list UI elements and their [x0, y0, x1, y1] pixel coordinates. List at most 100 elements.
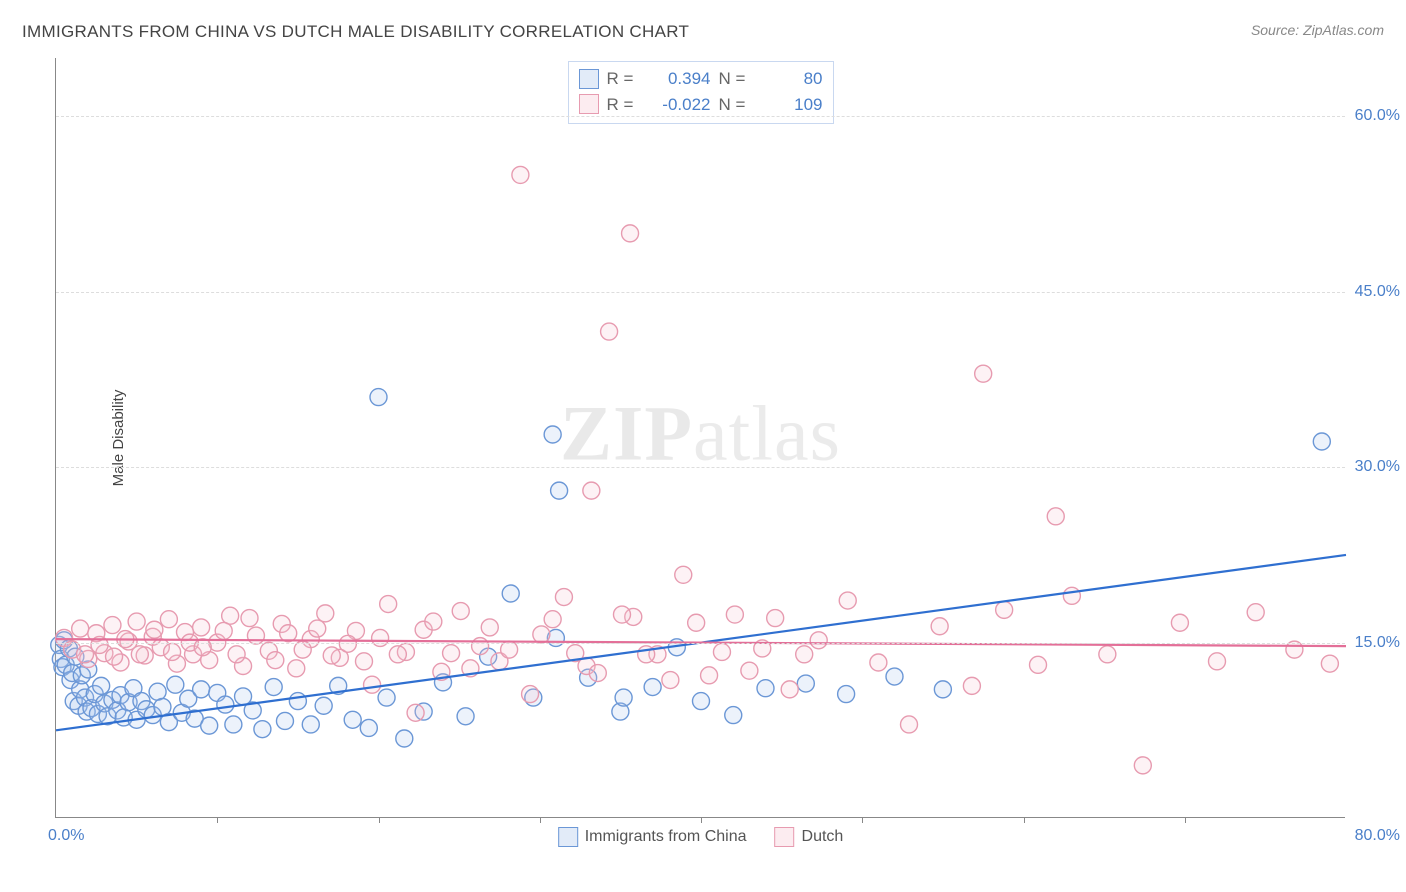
scatter-point-dutch: [767, 610, 784, 627]
scatter-point-china: [154, 698, 171, 715]
chart-title: IMMIGRANTS FROM CHINA VS DUTCH MALE DISA…: [22, 22, 689, 42]
scatter-point-dutch: [713, 643, 730, 660]
scatter-point-dutch: [372, 629, 389, 646]
scatter-point-dutch: [288, 660, 305, 677]
y-tick-label: 45.0%: [1355, 283, 1400, 301]
scatter-point-dutch: [1063, 587, 1080, 604]
scatter-point-china: [502, 585, 519, 602]
scatter-point-china: [378, 689, 395, 706]
x-tick-label: 0.0%: [48, 827, 84, 845]
scatter-point-dutch: [662, 672, 679, 689]
legend-label: Dutch: [802, 828, 844, 846]
scatter-point-dutch: [583, 482, 600, 499]
scatter-point-dutch: [601, 323, 618, 340]
scatter-point-dutch: [796, 646, 813, 663]
scatter-point-dutch: [512, 166, 529, 183]
scatter-point-china: [193, 681, 210, 698]
x-tick-label: 80.0%: [1355, 827, 1400, 845]
x-tick-mark: [1185, 817, 1186, 823]
scatter-point-dutch: [194, 639, 211, 656]
scatter-point-china: [93, 677, 110, 694]
scatter-point-dutch: [425, 613, 442, 630]
scatter-point-dutch: [77, 646, 94, 663]
scatter-point-dutch: [364, 676, 381, 693]
scatter-point-china: [544, 426, 561, 443]
x-tick-mark: [701, 817, 702, 823]
scatter-point-dutch: [1286, 641, 1303, 658]
y-tick-label: 30.0%: [1355, 458, 1400, 476]
legend-item-china: Immigrants from China: [558, 827, 747, 847]
scatter-point-china: [217, 696, 234, 713]
scatter-point-dutch: [472, 638, 489, 655]
scatter-point-china: [644, 679, 661, 696]
scatter-point-dutch: [309, 620, 326, 637]
scatter-point-china: [615, 689, 632, 706]
scatter-point-dutch: [701, 667, 718, 684]
scatter-point-dutch: [741, 662, 758, 679]
x-tick-mark: [1024, 817, 1025, 823]
chart-svg: [56, 58, 1345, 817]
scatter-point-dutch: [839, 592, 856, 609]
scatter-point-dutch: [193, 619, 210, 636]
scatter-point-dutch: [317, 605, 334, 622]
scatter-point-dutch: [963, 677, 980, 694]
scatter-point-china: [886, 668, 903, 685]
scatter-point-dutch: [1099, 646, 1116, 663]
scatter-point-china: [289, 693, 306, 710]
scatter-point-dutch: [522, 686, 539, 703]
scatter-point-dutch: [533, 626, 550, 643]
scatter-point-dutch: [106, 648, 123, 665]
scatter-point-china: [797, 675, 814, 692]
scatter-point-dutch: [389, 646, 406, 663]
scatter-point-dutch: [160, 611, 177, 628]
scatter-point-dutch: [622, 225, 639, 242]
scatter-point-dutch: [1247, 604, 1264, 621]
scatter-point-china: [934, 681, 951, 698]
scatter-point-dutch: [222, 607, 239, 624]
scatter-point-dutch: [452, 603, 469, 620]
scatter-point-dutch: [164, 643, 181, 660]
plot-area: Male Disability ZIPatlas R =0.394N =80R …: [55, 58, 1345, 818]
scatter-point-dutch: [339, 635, 356, 652]
scatter-point-dutch: [355, 653, 372, 670]
scatter-point-dutch: [267, 652, 284, 669]
scatter-point-dutch: [870, 654, 887, 671]
scatter-point-china: [693, 693, 710, 710]
scatter-point-dutch: [975, 365, 992, 382]
scatter-point-china: [167, 676, 184, 693]
gridline-horizontal: [56, 116, 1345, 117]
swatch-dutch: [775, 827, 795, 847]
x-tick-mark: [540, 817, 541, 823]
scatter-point-china: [315, 697, 332, 714]
scatter-point-dutch: [247, 627, 264, 644]
scatter-point-dutch: [726, 606, 743, 623]
scatter-point-china: [254, 721, 271, 738]
gridline-horizontal: [56, 467, 1345, 468]
scatter-point-dutch: [1171, 614, 1188, 631]
y-tick-label: 15.0%: [1355, 634, 1400, 652]
scatter-point-china: [1313, 433, 1330, 450]
scatter-point-dutch: [810, 632, 827, 649]
scatter-point-dutch: [241, 610, 258, 627]
scatter-point-dutch: [215, 622, 232, 639]
scatter-point-china: [370, 389, 387, 406]
gridline-horizontal: [56, 292, 1345, 293]
scatter-point-china: [396, 730, 413, 747]
scatter-point-china: [551, 482, 568, 499]
swatch-china: [558, 827, 578, 847]
scatter-point-dutch: [407, 704, 424, 721]
scatter-point-dutch: [555, 589, 572, 606]
scatter-point-china: [265, 679, 282, 696]
scatter-point-dutch: [996, 601, 1013, 618]
scatter-point-dutch: [544, 611, 561, 628]
x-tick-mark: [217, 817, 218, 823]
scatter-point-dutch: [72, 620, 89, 637]
scatter-point-dutch: [1047, 508, 1064, 525]
scatter-point-china: [360, 719, 377, 736]
scatter-point-dutch: [128, 613, 145, 630]
scatter-point-dutch: [589, 665, 606, 682]
gridline-horizontal: [56, 643, 1345, 644]
legend-item-dutch: Dutch: [775, 827, 844, 847]
scatter-point-dutch: [380, 596, 397, 613]
scatter-point-dutch: [104, 617, 121, 634]
